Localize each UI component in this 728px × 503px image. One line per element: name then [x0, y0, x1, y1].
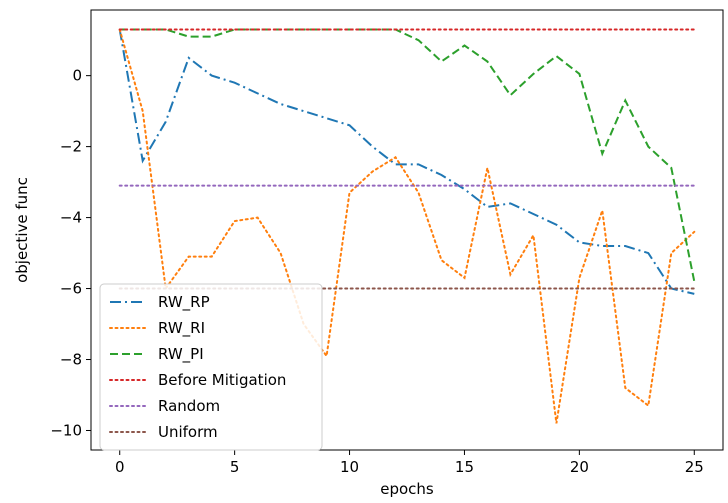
x-tick-label: 10 [340, 458, 359, 476]
x-axis-label: epochs [380, 480, 434, 498]
legend-label: Random [158, 397, 220, 415]
legend-box [99, 283, 323, 451]
y-tick-label: −2 [60, 138, 82, 156]
series-line-rw-rp [118, 29, 695, 295]
legend-label: RW_RP [158, 293, 210, 312]
series-line-rw-pi [119, 28, 696, 282]
x-tick-label: 25 [685, 458, 704, 476]
y-tick-label: −6 [60, 280, 82, 298]
legend-label: RW_PI [158, 345, 204, 364]
y-tick-label: −8 [60, 351, 82, 369]
legend-label: RW_RI [158, 319, 205, 338]
y-tick-label: −10 [50, 421, 82, 439]
legend-label: Uniform [158, 423, 218, 441]
x-axis-ticks: 0 5 10 15 20 25 [115, 450, 704, 476]
y-axis-ticks: −10 −8 −6 −4 −2 0 [50, 67, 91, 439]
y-axis-label: objective func [13, 177, 31, 283]
x-tick-label: 0 [115, 458, 125, 476]
x-tick-label: 20 [570, 458, 589, 476]
legend: RW_RP RW_RI RW_PI Before Mitigation Random Un… [99, 283, 323, 451]
y-tick-label: 0 [72, 67, 82, 85]
y-tick-label: −4 [60, 209, 82, 227]
plot-frame [90, 9, 724, 451]
x-tick-label: 5 [230, 458, 240, 476]
series-line-rw-ri [118, 28, 696, 424]
legend-label: Before Mitigation [158, 371, 286, 389]
x-tick-label: 15 [455, 458, 474, 476]
